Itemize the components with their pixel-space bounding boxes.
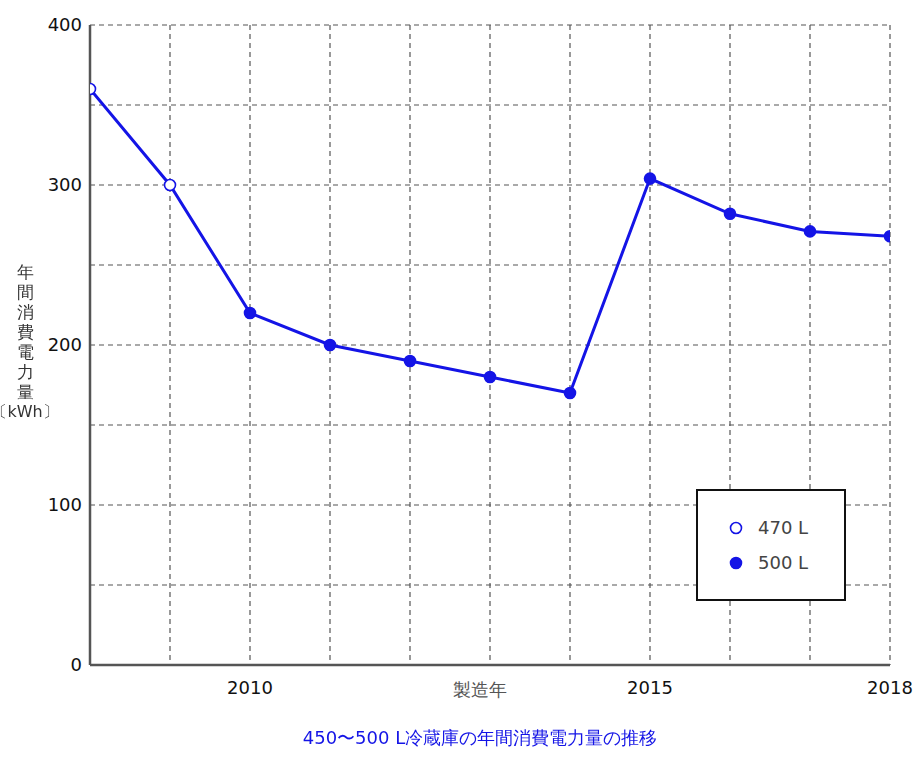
html-text:間: 間 <box>16 282 34 302</box>
html-text:470 L: 470 L <box>758 517 809 538</box>
html-text:力: 力 <box>16 362 34 382</box>
html-text:電: 電 <box>16 342 34 362</box>
svg-text:2018: 2018 <box>867 677 912 698</box>
svg-text:2015: 2015 <box>627 677 673 698</box>
html-text:消: 消 <box>16 302 34 322</box>
html-text:500 L: 500 L <box>758 552 809 573</box>
svg-text:200: 200 <box>48 334 82 355</box>
html-text:量: 量 <box>16 382 34 402</box>
html-text:年: 年 <box>16 262 34 282</box>
html-text:製造年: 製造年 <box>453 679 507 700</box>
svg-text:300: 300 <box>48 174 82 195</box>
svg-text:400: 400 <box>48 14 82 35</box>
svg-text:0: 0 <box>71 654 82 675</box>
svg-text:2010: 2010 <box>227 677 273 698</box>
svg-text:100: 100 <box>48 494 82 515</box>
html-text:費: 費 <box>16 322 34 342</box>
html-text:450〜500 L冷蔵庫の年間消費電力量の推移: 450〜500 L冷蔵庫の年間消費電力量の推移 <box>302 727 658 748</box>
